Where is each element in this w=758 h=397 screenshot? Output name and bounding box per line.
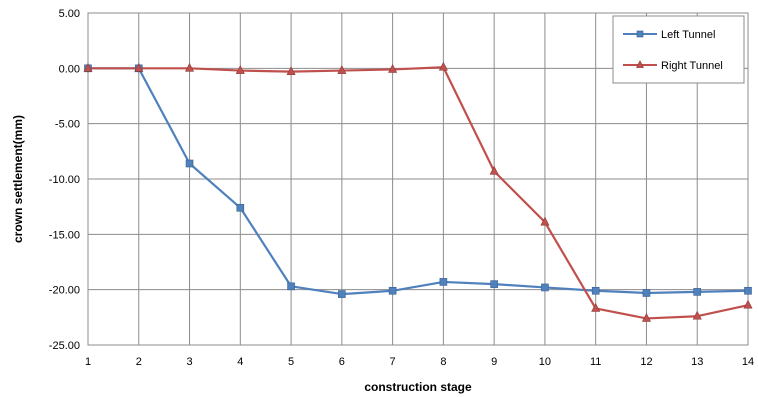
right-tunnel-point [83, 62, 93, 72]
left-tunnel-point [185, 159, 194, 168]
x-tick-label: 8 [440, 356, 446, 368]
left-tunnel-point [236, 203, 245, 212]
left-tunnel-point [693, 288, 702, 296]
right-tunnel-point [185, 62, 195, 72]
legend-box [612, 15, 745, 84]
y-axis-title: crown settlement(mm) [11, 115, 25, 243]
x-tick-label: 10 [539, 356, 551, 368]
x-axis-title: construction stage [364, 380, 472, 394]
y-tick-label: 0.00 [59, 63, 80, 75]
left-tunnel-point [287, 282, 295, 291]
right-tunnel-point [388, 63, 398, 73]
x-tick-label: 14 [742, 356, 754, 368]
left-tunnel-point [338, 290, 346, 298]
left-tunnel-point [439, 278, 448, 286]
y-tick-label: -20.00 [49, 285, 80, 297]
x-tick-label: 9 [491, 356, 497, 368]
right-tunnel-point [134, 62, 144, 72]
x-tick-label: 4 [237, 356, 243, 368]
y-tick-label: 5.00 [59, 8, 80, 20]
right-tunnel-point [235, 65, 245, 74]
x-tick-label: 6 [339, 356, 345, 368]
y-tick-label: -25.00 [49, 340, 80, 352]
right-tunnel-point [591, 302, 601, 312]
right-tunnel-line [86, 66, 750, 320]
legend-right-tunnel-label: Right Tunnel [661, 60, 723, 72]
right-tunnel-point [489, 165, 499, 175]
right-tunnel-point [438, 61, 448, 71]
x-tick-label: 3 [186, 356, 192, 368]
x-tick-label: 2 [136, 356, 142, 368]
legend-left-tunnel-label: Left Tunnel [661, 29, 715, 41]
y-tick-label: -5.00 [55, 119, 80, 131]
right-tunnel-point [540, 216, 550, 226]
left-tunnel-point [490, 280, 498, 288]
x-tick-label: 7 [390, 356, 396, 368]
x-tick-labels: 1 2 3 4 5 6 7 8 9 10 11 12 13 14 [85, 356, 754, 368]
right-tunnel-point [337, 65, 347, 74]
left-tunnel-point [388, 286, 397, 295]
x-tick-label: 11 [590, 356, 601, 368]
y-tick-labels: 5.00 0.00 -5.00 -10.00 -15.00 -20.00 -25.00 [49, 8, 80, 352]
left-tunnel-point [591, 286, 600, 295]
right-tunnel-point [286, 66, 296, 75]
x-tick-label: 12 [640, 356, 652, 368]
left-tunnel-point [642, 289, 651, 297]
x-tick-label: 5 [288, 356, 294, 368]
right-tunnel-point [743, 299, 753, 309]
series-lines [86, 66, 750, 320]
series-markers [83, 61, 753, 322]
left-tunnel-point [541, 283, 549, 292]
x-tick-label: 1 [85, 356, 91, 368]
y-tick-label: -10.00 [49, 174, 80, 186]
legend: Left Tunnel Right Tunnel [612, 15, 745, 84]
legend-right-tunnel-marker [636, 60, 644, 68]
right-tunnel-point [641, 312, 651, 322]
y-tick-label: -15.00 [49, 229, 80, 241]
right-tunnel-point [692, 310, 702, 320]
left-tunnel-line [86, 67, 750, 296]
x-tick-label: 13 [691, 356, 703, 368]
left-tunnel-point [744, 286, 752, 295]
legend-left-tunnel-marker [636, 30, 644, 38]
